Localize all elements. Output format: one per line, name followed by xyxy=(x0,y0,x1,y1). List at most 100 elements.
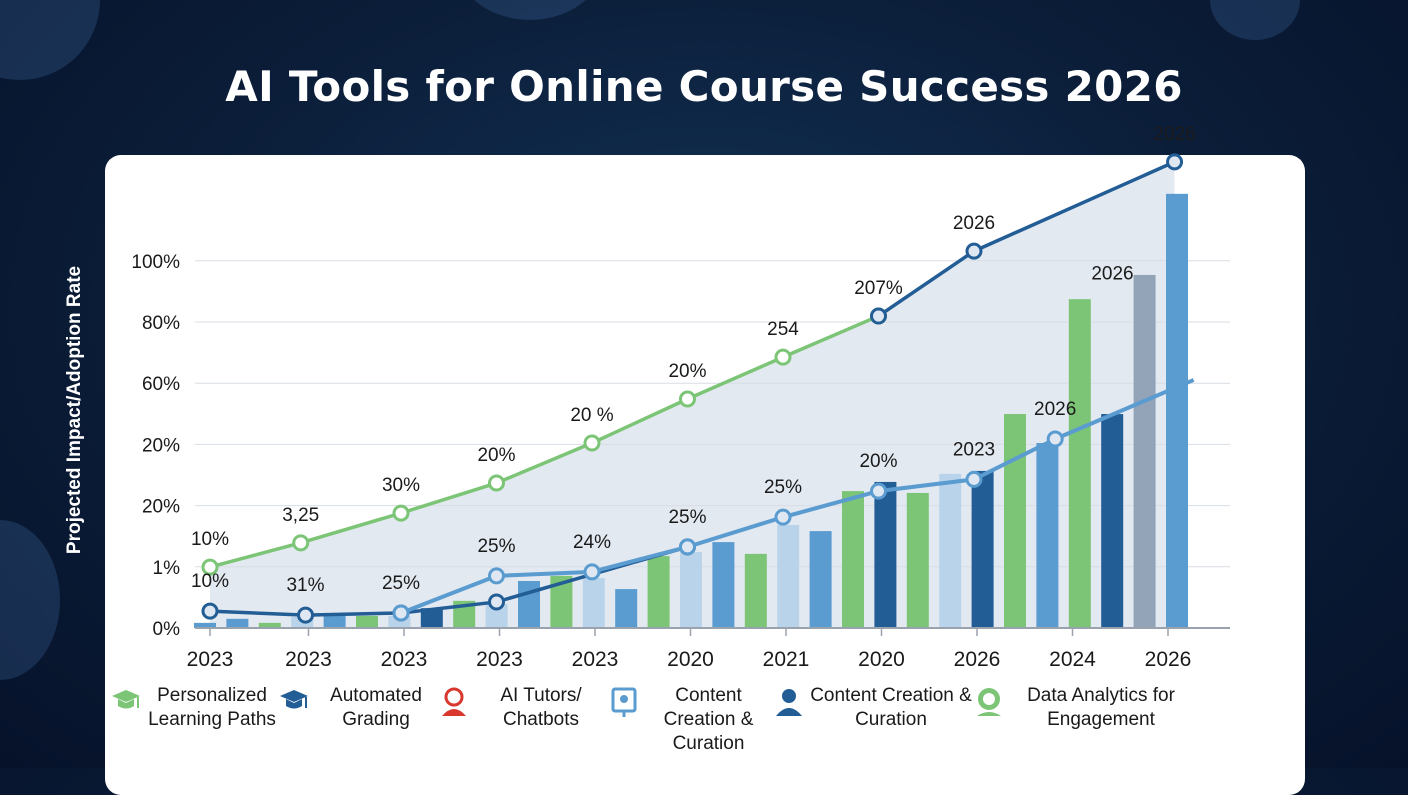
bar xyxy=(1068,299,1091,628)
x-tick-label: 2023 xyxy=(285,648,332,671)
x-tick-label: 2023 xyxy=(187,648,234,671)
data-point xyxy=(297,606,314,624)
chart-svg: 10% 3,25 30% 20% 20 % 20% 254 207% 2026 2026 10% 31… xyxy=(131,124,1230,671)
bar xyxy=(712,542,735,628)
legend-item: Content Creation & Curation xyxy=(773,684,973,756)
data-label: 25% xyxy=(764,477,802,498)
y-tick-label: 20% xyxy=(142,497,180,518)
bar xyxy=(1036,443,1059,628)
legend-label: Personalized Learning Paths xyxy=(148,685,276,730)
data-label: 31% xyxy=(286,575,324,596)
bar xyxy=(323,615,346,628)
data-label: 25% xyxy=(668,507,706,528)
data-point xyxy=(679,538,696,556)
x-tick-label: 2020 xyxy=(858,648,905,671)
y-tick-label: 1% xyxy=(153,558,181,579)
data-label: 20% xyxy=(477,445,515,466)
y-tick-label: 80% xyxy=(142,313,180,334)
bar xyxy=(615,589,638,628)
y-tick-label: 20% xyxy=(142,435,180,456)
bar xyxy=(680,552,702,628)
x-tick-label: 2020 xyxy=(667,648,714,671)
person-icon xyxy=(776,689,802,716)
bar xyxy=(1166,193,1188,629)
legend-item: Personalized Learning Paths xyxy=(110,684,278,756)
legend-label: Content Creation & Curation xyxy=(663,685,754,754)
series-line xyxy=(209,314,880,569)
y-tick-label: 0% xyxy=(153,619,181,640)
data-label: 24% xyxy=(573,532,611,553)
data-label: 2026 xyxy=(953,213,995,234)
data-label: 20% xyxy=(668,361,706,382)
tutor-person-icon xyxy=(442,687,466,716)
bar xyxy=(1004,414,1026,628)
analytics-badge-icon xyxy=(977,688,1001,716)
data-point xyxy=(774,508,792,526)
x-tick-label: 2024 xyxy=(1049,648,1096,671)
bar xyxy=(518,581,540,628)
bar xyxy=(258,622,281,628)
data-point xyxy=(1046,430,1064,448)
data-point xyxy=(292,534,310,552)
data-label: 25% xyxy=(382,573,420,594)
bar xyxy=(582,578,605,628)
bar xyxy=(809,531,832,628)
bar xyxy=(647,556,670,628)
x-tick-label: 2023 xyxy=(572,648,619,671)
bar xyxy=(939,473,962,628)
data-point xyxy=(1166,153,1184,171)
bar xyxy=(777,524,800,628)
legend-label: Data Analytics for Engagement xyxy=(1027,685,1175,730)
legend-item: AI Tutors/ Chatbots xyxy=(438,684,608,756)
data-label: 2026 xyxy=(1034,399,1076,420)
bar xyxy=(971,470,994,628)
legend-item: Data Analytics for Engagement xyxy=(973,684,1193,756)
bar xyxy=(356,615,378,628)
y-tick-label: 60% xyxy=(142,374,180,395)
x-tick-label: 2026 xyxy=(954,648,1001,671)
data-point xyxy=(774,348,792,366)
legend-item: Content Creation & Curation xyxy=(608,684,773,756)
data-point xyxy=(583,563,601,581)
bar xyxy=(550,575,573,628)
presentation-board-icon xyxy=(611,687,637,717)
annotation-label: 2026 xyxy=(1091,263,1133,284)
data-point xyxy=(201,558,219,576)
data-label: 20 % xyxy=(570,405,613,426)
bar xyxy=(744,553,767,628)
data-label: 2026 xyxy=(1153,124,1195,145)
legend-label: Content Creation & Curation xyxy=(810,685,972,730)
data-point xyxy=(965,242,983,260)
bar xyxy=(226,618,249,628)
data-point xyxy=(965,470,983,488)
data-label: 30% xyxy=(382,475,420,496)
data-label: 25% xyxy=(477,536,515,557)
y-tick-label: 100% xyxy=(131,252,180,273)
data-point xyxy=(488,567,505,585)
chart-title: AI Tools for Online Course Success 2026 xyxy=(225,62,1183,111)
shaded-area xyxy=(210,161,1175,628)
bar xyxy=(420,608,443,628)
data-label: 2023 xyxy=(953,439,995,460)
legend-label: Automated Grading xyxy=(330,685,422,730)
x-tick-label: 2023 xyxy=(381,648,428,671)
data-label: 10% xyxy=(191,571,229,592)
bar xyxy=(194,622,216,628)
x-tick-label: 2023 xyxy=(476,648,523,671)
data-label: 254 xyxy=(767,319,799,340)
graduation-cap-icon xyxy=(112,690,140,709)
data-point xyxy=(488,474,505,492)
data-label: 207% xyxy=(854,278,903,299)
bar xyxy=(906,492,929,628)
legend-label: AI Tutors/ Chatbots xyxy=(500,685,582,730)
data-point xyxy=(870,482,887,500)
bar xyxy=(1101,414,1124,628)
data-point xyxy=(870,307,887,325)
data-label: 20% xyxy=(859,451,897,472)
data-point xyxy=(583,434,601,452)
data-point xyxy=(392,504,410,522)
bar xyxy=(1133,274,1156,628)
data-point xyxy=(201,602,219,620)
data-label: 3,25 xyxy=(282,505,319,526)
data-point xyxy=(679,390,696,408)
